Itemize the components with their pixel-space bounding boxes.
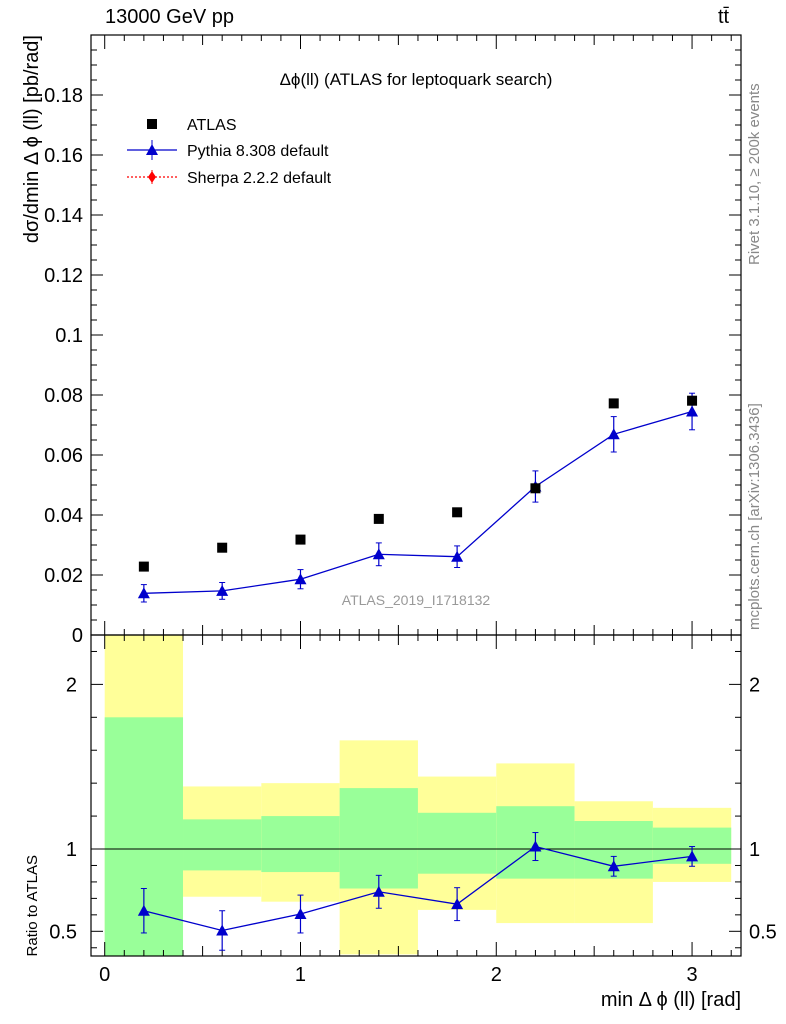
x-tick-label: 1 bbox=[295, 964, 306, 986]
pythia-point bbox=[686, 405, 699, 417]
ratio-y-tick-label-left: 2 bbox=[66, 674, 77, 696]
ratio-pythia-point bbox=[607, 860, 620, 872]
atlas-point bbox=[452, 507, 463, 518]
process-label: tt̄ bbox=[718, 6, 730, 28]
y-tick-label: 0.08 bbox=[44, 385, 83, 407]
atlas-point bbox=[295, 534, 306, 545]
pythia-line bbox=[143, 410, 693, 594]
uncertainty-band-green bbox=[339, 788, 418, 889]
analysis-watermark: ATLAS_2019_I1718132 bbox=[342, 592, 491, 608]
ratio-y-tick-label-left: 0.5 bbox=[49, 921, 77, 943]
y-tick-label: 0.18 bbox=[44, 85, 83, 107]
pythia-point bbox=[451, 550, 464, 562]
ratio-pythia-point bbox=[294, 908, 307, 920]
legend-pythia-label: Pythia 8.308 default bbox=[187, 143, 329, 160]
pythia-point bbox=[216, 584, 229, 596]
uncertainty-band-green bbox=[417, 812, 497, 874]
ratio-pythia-point bbox=[529, 840, 542, 852]
atlas-point bbox=[608, 398, 619, 409]
ratio-bands bbox=[104, 635, 732, 956]
pythia-point bbox=[607, 428, 620, 440]
x-tick-label: 0 bbox=[99, 964, 110, 986]
y-tick-label: 0.06 bbox=[44, 445, 83, 467]
atlas-point bbox=[530, 483, 541, 494]
x-axis-title: min Δ ϕ (ll) [rad] bbox=[601, 989, 741, 1011]
legend-sherpa-label: Sherpa 2.2.2 default bbox=[187, 170, 332, 187]
ratio-pythia-line bbox=[143, 845, 693, 932]
pythia-point bbox=[372, 548, 385, 560]
ratio-y-tick-label-right: 2 bbox=[749, 674, 760, 696]
legend-atlas-label: ATLAS bbox=[187, 117, 237, 134]
ratio-plot-frame bbox=[90, 634, 742, 957]
x-tick-label: 3 bbox=[686, 964, 697, 986]
y-axis-title: dσ/dmin Δ ϕ (ll) [pb/rad] bbox=[21, 35, 43, 243]
ratio-y-tick-label-right: 1 bbox=[749, 839, 760, 861]
y-tick-label: 0 bbox=[72, 625, 83, 647]
y-tick-label: 0.12 bbox=[44, 265, 83, 287]
ratio-pythia-point bbox=[216, 924, 229, 936]
pythia-point bbox=[137, 587, 150, 599]
legend-atlas-marker bbox=[147, 119, 157, 129]
uncertainty-band-green bbox=[261, 816, 340, 873]
y-tick-label: 0.02 bbox=[44, 565, 83, 587]
y-tick-label: 0.1 bbox=[55, 325, 83, 347]
ratio-pythia-point bbox=[686, 850, 699, 862]
energy-label: 13000 GeV pp bbox=[105, 6, 234, 28]
legend-sherpa-marker bbox=[148, 171, 156, 183]
ratio-pythia-point bbox=[137, 904, 150, 916]
ratio-y-tick-label-right: 0.5 bbox=[749, 921, 777, 943]
ratio-y-axis-title: Ratio to ATLAS bbox=[24, 855, 41, 956]
ratio-y-tick-label-left: 1 bbox=[66, 839, 77, 861]
y-tick-label: 0.04 bbox=[44, 505, 83, 527]
atlas-point bbox=[687, 395, 698, 406]
uncertainty-band-green bbox=[183, 819, 262, 871]
ratio-pythia-point bbox=[372, 885, 385, 897]
pythia-point bbox=[294, 573, 307, 585]
atlas-point bbox=[138, 561, 149, 572]
x-tick-label: 2 bbox=[491, 964, 502, 986]
plot-title: Δϕ(ll) (ATLAS for leptoquark search) bbox=[280, 70, 553, 89]
ratio-pythia-point bbox=[451, 898, 464, 910]
y-tick-label: 0.16 bbox=[44, 145, 83, 167]
legend-pythia-marker bbox=[146, 144, 158, 155]
atlas-point bbox=[217, 542, 228, 553]
atlas-point bbox=[373, 513, 384, 524]
y-tick-label: 0.14 bbox=[44, 205, 83, 227]
